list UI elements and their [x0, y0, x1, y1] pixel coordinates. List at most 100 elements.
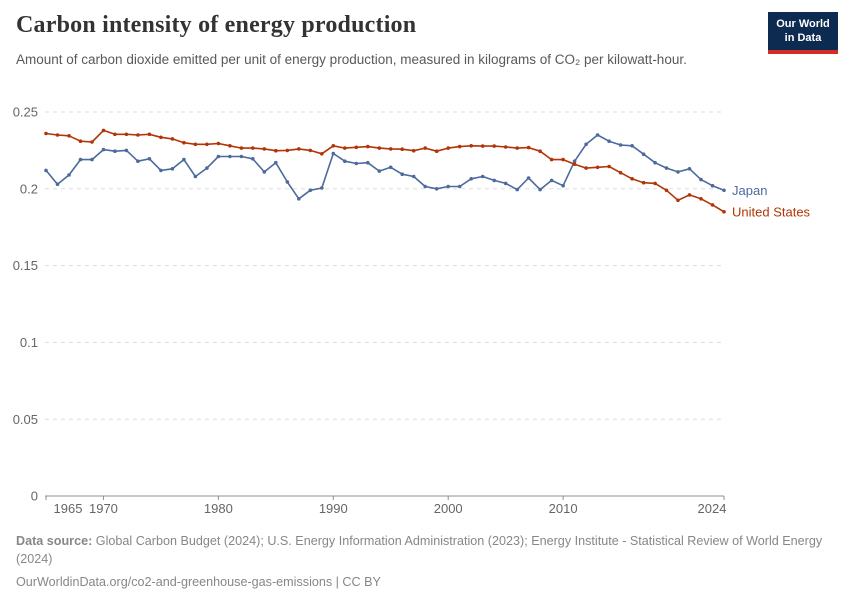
- data-point-japan[interactable]: [124, 148, 129, 153]
- data-point-japan[interactable]: [159, 168, 163, 173]
- data-point-united-states[interactable]: [549, 157, 554, 162]
- data-point-united-states[interactable]: [584, 166, 588, 170]
- data-point-japan[interactable]: [366, 160, 370, 165]
- data-point-united-states[interactable]: [446, 146, 451, 150]
- data-point-japan[interactable]: [710, 183, 715, 188]
- data-point-japan[interactable]: [388, 165, 393, 170]
- data-point-united-states[interactable]: [388, 147, 393, 151]
- data-point-japan[interactable]: [354, 161, 359, 166]
- data-point-united-states[interactable]: [285, 148, 290, 153]
- data-point-japan[interactable]: [572, 159, 577, 163]
- data-point-japan[interactable]: [274, 160, 278, 165]
- series-label-united-states[interactable]: United States: [732, 204, 811, 219]
- data-point-japan[interactable]: [492, 178, 497, 183]
- data-point-japan[interactable]: [503, 181, 508, 186]
- data-point-japan[interactable]: [687, 167, 692, 171]
- line-chart[interactable]: 0 0.05 0.1 0.15 0.2 0.25 1965 1970 1980 1990 2000 2…: [0, 0, 850, 530]
- data-point-japan[interactable]: [377, 169, 382, 173]
- data-point-united-states[interactable]: [331, 144, 336, 148]
- data-point-japan[interactable]: [67, 173, 71, 177]
- data-point-japan[interactable]: [297, 197, 301, 201]
- data-point-japan[interactable]: [630, 144, 634, 148]
- data-point-japan[interactable]: [285, 180, 290, 184]
- data-point-japan[interactable]: [228, 154, 232, 159]
- data-point-japan[interactable]: [101, 147, 106, 152]
- data-point-japan[interactable]: [216, 154, 221, 159]
- data-point-japan[interactable]: [584, 142, 588, 147]
- data-point-united-states[interactable]: [572, 162, 577, 166]
- data-point-japan[interactable]: [251, 157, 255, 161]
- data-point-japan[interactable]: [664, 166, 669, 170]
- data-point-japan[interactable]: [400, 172, 405, 176]
- data-point-japan[interactable]: [641, 152, 646, 156]
- data-point-united-states[interactable]: [67, 134, 71, 138]
- data-point-japan[interactable]: [205, 166, 209, 170]
- data-point-japan[interactable]: [480, 174, 485, 179]
- data-point-united-states[interactable]: [147, 132, 152, 137]
- data-point-united-states[interactable]: [55, 133, 60, 137]
- data-point-united-states[interactable]: [78, 139, 83, 143]
- data-point-united-states[interactable]: [136, 133, 140, 137]
- data-point-united-states[interactable]: [124, 132, 129, 137]
- data-point-japan[interactable]: [618, 143, 623, 147]
- data-point-japan[interactable]: [607, 139, 611, 143]
- data-point-united-states[interactable]: [182, 140, 186, 145]
- footer-url[interactable]: OurWorldinData.org/co2-and-greenhouse-ga…: [16, 575, 381, 590]
- data-point-united-states[interactable]: [561, 157, 565, 162]
- data-point-japan[interactable]: [320, 186, 324, 190]
- series-japan[interactable]: Japan: [44, 133, 767, 201]
- data-point-japan[interactable]: [411, 174, 416, 179]
- series-united-states[interactable]: United States: [44, 128, 811, 220]
- data-point-united-states[interactable]: [664, 188, 669, 193]
- data-point-united-states[interactable]: [400, 147, 405, 151]
- data-point-united-states[interactable]: [262, 147, 267, 151]
- data-point-japan[interactable]: [170, 167, 175, 171]
- data-point-united-states[interactable]: [503, 145, 508, 149]
- series-line-united-states[interactable]: [45, 129, 725, 213]
- data-point-united-states[interactable]: [538, 149, 542, 153]
- data-point-japan[interactable]: [549, 178, 554, 183]
- data-point-japan[interactable]: [262, 170, 267, 174]
- data-point-japan[interactable]: [595, 133, 600, 137]
- data-point-united-states[interactable]: [492, 144, 497, 148]
- data-point-united-states[interactable]: [595, 165, 600, 170]
- data-point-japan[interactable]: [434, 187, 439, 191]
- data-point-united-states[interactable]: [113, 132, 117, 137]
- data-point-united-states[interactable]: [722, 210, 726, 214]
- data-point-japan[interactable]: [239, 154, 244, 159]
- data-point-japan[interactable]: [699, 177, 703, 182]
- data-point-united-states[interactable]: [515, 146, 519, 150]
- data-point-united-states[interactable]: [170, 137, 175, 141]
- data-point-united-states[interactable]: [216, 141, 221, 146]
- data-point-united-states[interactable]: [297, 147, 301, 151]
- data-point-japan[interactable]: [446, 184, 451, 189]
- data-point-united-states[interactable]: [366, 144, 370, 149]
- data-point-japan[interactable]: [182, 157, 186, 162]
- series-label-japan[interactable]: Japan: [732, 183, 767, 198]
- data-point-united-states[interactable]: [377, 146, 382, 150]
- data-point-united-states[interactable]: [641, 180, 646, 185]
- data-point-united-states[interactable]: [193, 142, 198, 147]
- data-point-united-states[interactable]: [618, 170, 623, 175]
- data-point-japan[interactable]: [526, 176, 531, 180]
- data-point-japan[interactable]: [469, 177, 474, 181]
- data-point-japan[interactable]: [538, 187, 542, 192]
- data-point-united-states[interactable]: [320, 152, 324, 156]
- data-point-japan[interactable]: [331, 151, 336, 156]
- data-point-united-states[interactable]: [676, 198, 680, 203]
- data-point-japan[interactable]: [343, 159, 347, 163]
- data-point-united-states[interactable]: [159, 135, 163, 140]
- data-point-united-states[interactable]: [274, 148, 278, 153]
- data-point-united-states[interactable]: [653, 181, 657, 186]
- data-point-united-states[interactable]: [90, 140, 94, 144]
- data-point-japan[interactable]: [561, 183, 565, 188]
- data-point-japan[interactable]: [193, 174, 198, 179]
- data-point-united-states[interactable]: [607, 164, 611, 169]
- data-point-japan[interactable]: [676, 170, 680, 174]
- data-point-japan[interactable]: [55, 182, 60, 186]
- data-point-japan[interactable]: [653, 160, 657, 165]
- series-line-japan[interactable]: [45, 134, 725, 200]
- data-point-united-states[interactable]: [205, 142, 209, 147]
- data-point-united-states[interactable]: [251, 146, 255, 150]
- data-point-united-states[interactable]: [699, 197, 703, 201]
